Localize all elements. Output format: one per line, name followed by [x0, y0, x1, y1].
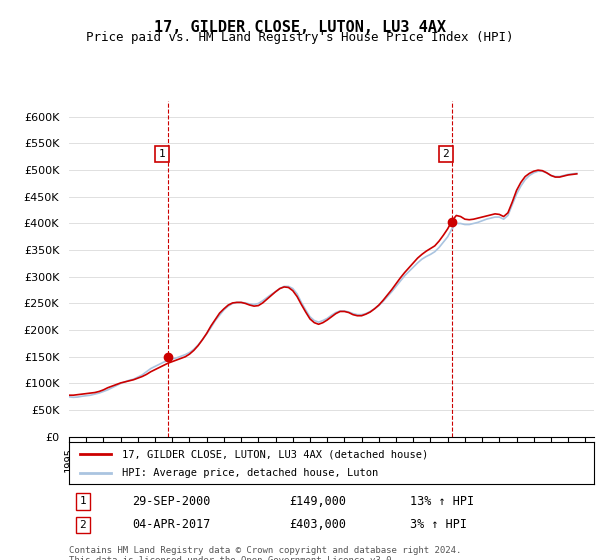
Text: £403,000: £403,000 — [290, 519, 347, 531]
Text: 3% ↑ HPI: 3% ↑ HPI — [410, 519, 467, 531]
Text: £149,000: £149,000 — [290, 495, 347, 508]
Text: Price paid vs. HM Land Registry's House Price Index (HPI): Price paid vs. HM Land Registry's House … — [86, 31, 514, 44]
Text: 2: 2 — [443, 149, 449, 159]
Text: 1: 1 — [158, 149, 166, 159]
Text: HPI: Average price, detached house, Luton: HPI: Average price, detached house, Luto… — [121, 468, 378, 478]
Text: 29-SEP-2000: 29-SEP-2000 — [132, 495, 211, 508]
Text: 17, GILDER CLOSE, LUTON, LU3 4AX: 17, GILDER CLOSE, LUTON, LU3 4AX — [154, 20, 446, 35]
Text: 17, GILDER CLOSE, LUTON, LU3 4AX (detached house): 17, GILDER CLOSE, LUTON, LU3 4AX (detach… — [121, 449, 428, 459]
Text: 13% ↑ HPI: 13% ↑ HPI — [410, 495, 475, 508]
Text: 2: 2 — [79, 520, 86, 530]
Text: 04-APR-2017: 04-APR-2017 — [132, 519, 211, 531]
Text: Contains HM Land Registry data © Crown copyright and database right 2024.
This d: Contains HM Land Registry data © Crown c… — [69, 546, 461, 560]
Text: 1: 1 — [79, 496, 86, 506]
